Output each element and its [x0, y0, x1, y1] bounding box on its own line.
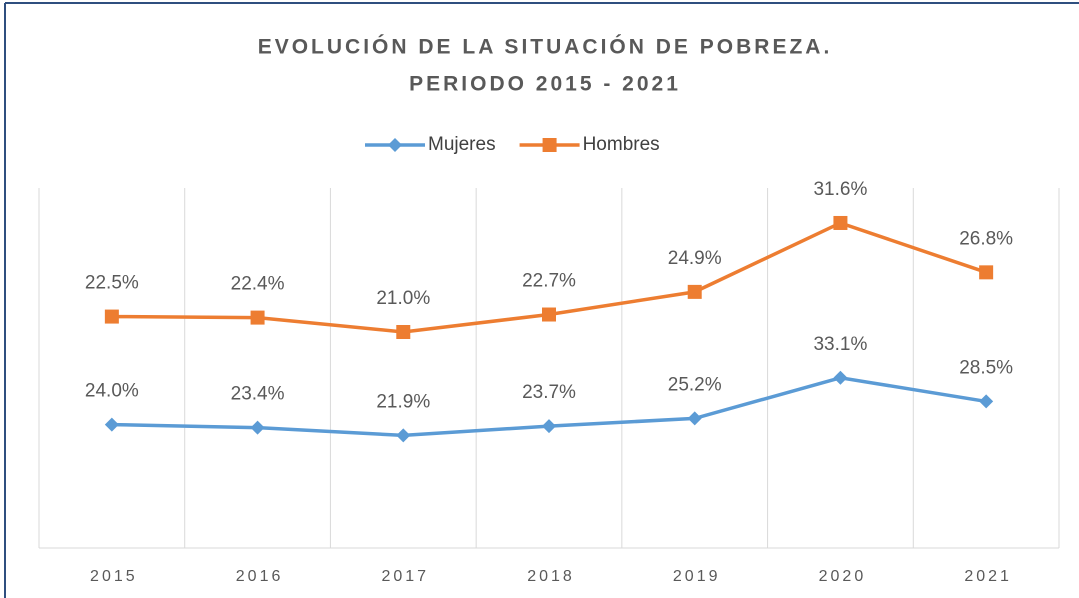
point	[104, 417, 119, 432]
x-tick-label: 2021	[964, 568, 1012, 585]
data-label: 33.1%	[813, 334, 867, 355]
data-label: 31.6%	[813, 179, 867, 200]
data-label: 21.9%	[376, 391, 430, 412]
point	[979, 394, 994, 409]
x-tick-label: 2019	[673, 568, 721, 585]
data-label: 24.9%	[668, 248, 722, 269]
x-tick-label: 2017	[381, 568, 429, 585]
point	[396, 428, 411, 443]
point	[687, 411, 702, 426]
x-tick-label: 2015	[90, 568, 138, 585]
data-label: 28.5%	[959, 357, 1013, 378]
data-label: 22.7%	[522, 271, 576, 292]
point	[687, 284, 702, 299]
data-label: 23.4%	[231, 384, 285, 405]
legend-label: Hombres	[583, 134, 660, 155]
point	[833, 215, 848, 230]
point	[104, 309, 119, 324]
data-label: 22.5%	[85, 273, 139, 294]
chart-title: EVOLUCIÓN DE LA SITUACIÓN DE POBREZA.	[258, 35, 833, 59]
point	[250, 420, 265, 435]
point	[542, 307, 556, 322]
data-label: 25.2%	[668, 374, 722, 395]
x-tick-label: 2016	[236, 568, 284, 585]
data-label: 21.0%	[376, 288, 430, 309]
data-label: 22.4%	[231, 274, 285, 295]
legend-marker	[388, 138, 402, 152]
legend-marker	[542, 138, 557, 152]
x-tick-label: 2018	[527, 568, 575, 585]
point	[833, 370, 848, 385]
x-tick-label: 2020	[819, 568, 867, 585]
legend-label: Mujeres	[428, 134, 496, 155]
data-label: 24.0%	[85, 381, 139, 402]
chart-title: PERIODO 2015 - 2021	[409, 73, 681, 96]
data-label: 23.7%	[522, 382, 576, 403]
point	[542, 419, 556, 434]
point	[396, 325, 411, 339]
point	[979, 265, 994, 280]
point	[250, 310, 265, 325]
data-label: 26.8%	[959, 228, 1013, 249]
